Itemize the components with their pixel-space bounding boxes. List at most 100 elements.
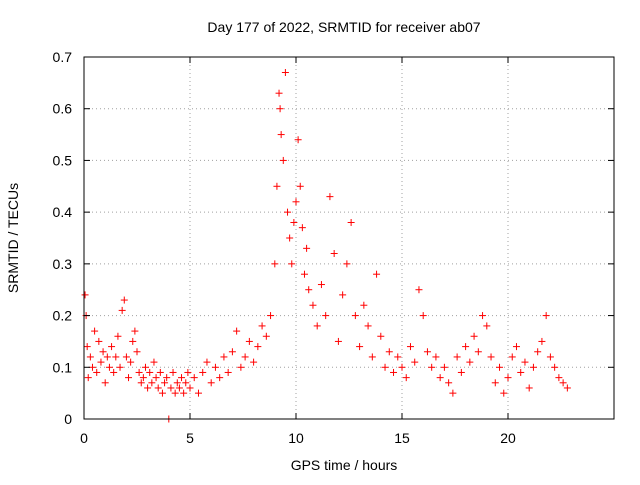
y-tick-label: 0.6	[53, 101, 73, 117]
data-point	[199, 368, 207, 376]
data-point	[309, 301, 317, 309]
data-point	[81, 291, 89, 299]
data-point	[150, 358, 158, 366]
data-point	[504, 374, 512, 382]
data-point	[487, 353, 495, 361]
data-point	[105, 363, 113, 371]
data-point	[390, 368, 398, 376]
data-point	[133, 348, 141, 356]
data-point	[254, 343, 262, 351]
data-point	[398, 363, 406, 371]
data-point	[93, 368, 101, 376]
data-point	[525, 384, 533, 392]
data-point	[296, 182, 304, 190]
data-point	[305, 286, 313, 294]
data-point	[368, 353, 376, 361]
data-point	[351, 312, 359, 320]
data-point	[559, 379, 567, 387]
data-point	[99, 348, 107, 356]
data-point	[178, 374, 186, 382]
data-point	[211, 363, 219, 371]
data-point	[120, 296, 128, 304]
data-point	[184, 368, 192, 376]
data-point	[449, 389, 457, 397]
data-point	[250, 358, 258, 366]
data-point	[186, 384, 194, 392]
data-point	[262, 332, 270, 340]
data-point	[194, 389, 202, 397]
data-point	[360, 301, 368, 309]
data-point	[339, 291, 347, 299]
data-point	[347, 218, 355, 226]
plot-frame	[83, 56, 615, 420]
data-point	[423, 348, 431, 356]
data-point	[436, 374, 444, 382]
data-point	[141, 363, 149, 371]
data-point	[406, 343, 414, 351]
data-point	[411, 358, 419, 366]
data-point	[158, 389, 166, 397]
data-point	[298, 224, 306, 232]
data-point	[534, 348, 542, 356]
data-points	[81, 69, 571, 423]
x-tick-label: 15	[394, 430, 410, 446]
data-point	[97, 358, 105, 366]
data-point	[152, 374, 160, 382]
x-axis-label: GPS time / hours	[291, 457, 398, 473]
data-point	[529, 363, 537, 371]
data-point	[271, 260, 279, 268]
data-point	[286, 234, 294, 242]
data-point	[512, 343, 520, 351]
data-point	[373, 270, 381, 278]
data-point	[326, 193, 334, 201]
data-point	[432, 353, 440, 361]
data-point	[167, 384, 175, 392]
data-point	[428, 363, 436, 371]
data-point	[84, 374, 92, 382]
data-point	[457, 368, 465, 376]
data-point	[135, 368, 143, 376]
y-tick-label: 0	[64, 411, 72, 427]
data-point	[190, 374, 198, 382]
data-point	[440, 363, 448, 371]
data-point	[317, 281, 325, 289]
data-point	[303, 244, 311, 252]
x-tick-label: 20	[500, 430, 516, 446]
data-point	[491, 379, 499, 387]
data-point	[508, 353, 516, 361]
data-point	[521, 358, 529, 366]
grid	[84, 57, 614, 419]
data-point	[288, 260, 296, 268]
data-point	[245, 337, 253, 345]
data-point	[233, 327, 241, 335]
data-point	[175, 384, 183, 392]
data-point	[377, 332, 385, 340]
y-tick-label: 0.2	[53, 308, 73, 324]
data-point	[496, 363, 504, 371]
y-tick-label: 0.5	[53, 152, 73, 168]
x-tick-label: 5	[186, 430, 194, 446]
data-point	[125, 374, 133, 382]
data-point	[334, 337, 342, 345]
data-point	[462, 343, 470, 351]
data-point	[127, 358, 135, 366]
data-point	[273, 182, 281, 190]
data-point	[95, 337, 103, 345]
data-point	[224, 368, 232, 376]
data-point	[88, 363, 96, 371]
data-point	[180, 389, 188, 397]
data-point	[474, 348, 482, 356]
data-point	[402, 374, 410, 382]
data-point	[258, 322, 266, 330]
data-point	[118, 306, 126, 314]
x-tick-label: 0	[80, 430, 88, 446]
data-point	[116, 363, 124, 371]
data-point	[154, 384, 162, 392]
data-point	[279, 156, 287, 164]
data-point	[356, 343, 364, 351]
y-tick-label: 0.4	[53, 204, 73, 220]
y-tick-label: 0.1	[53, 359, 73, 375]
data-point	[546, 353, 554, 361]
